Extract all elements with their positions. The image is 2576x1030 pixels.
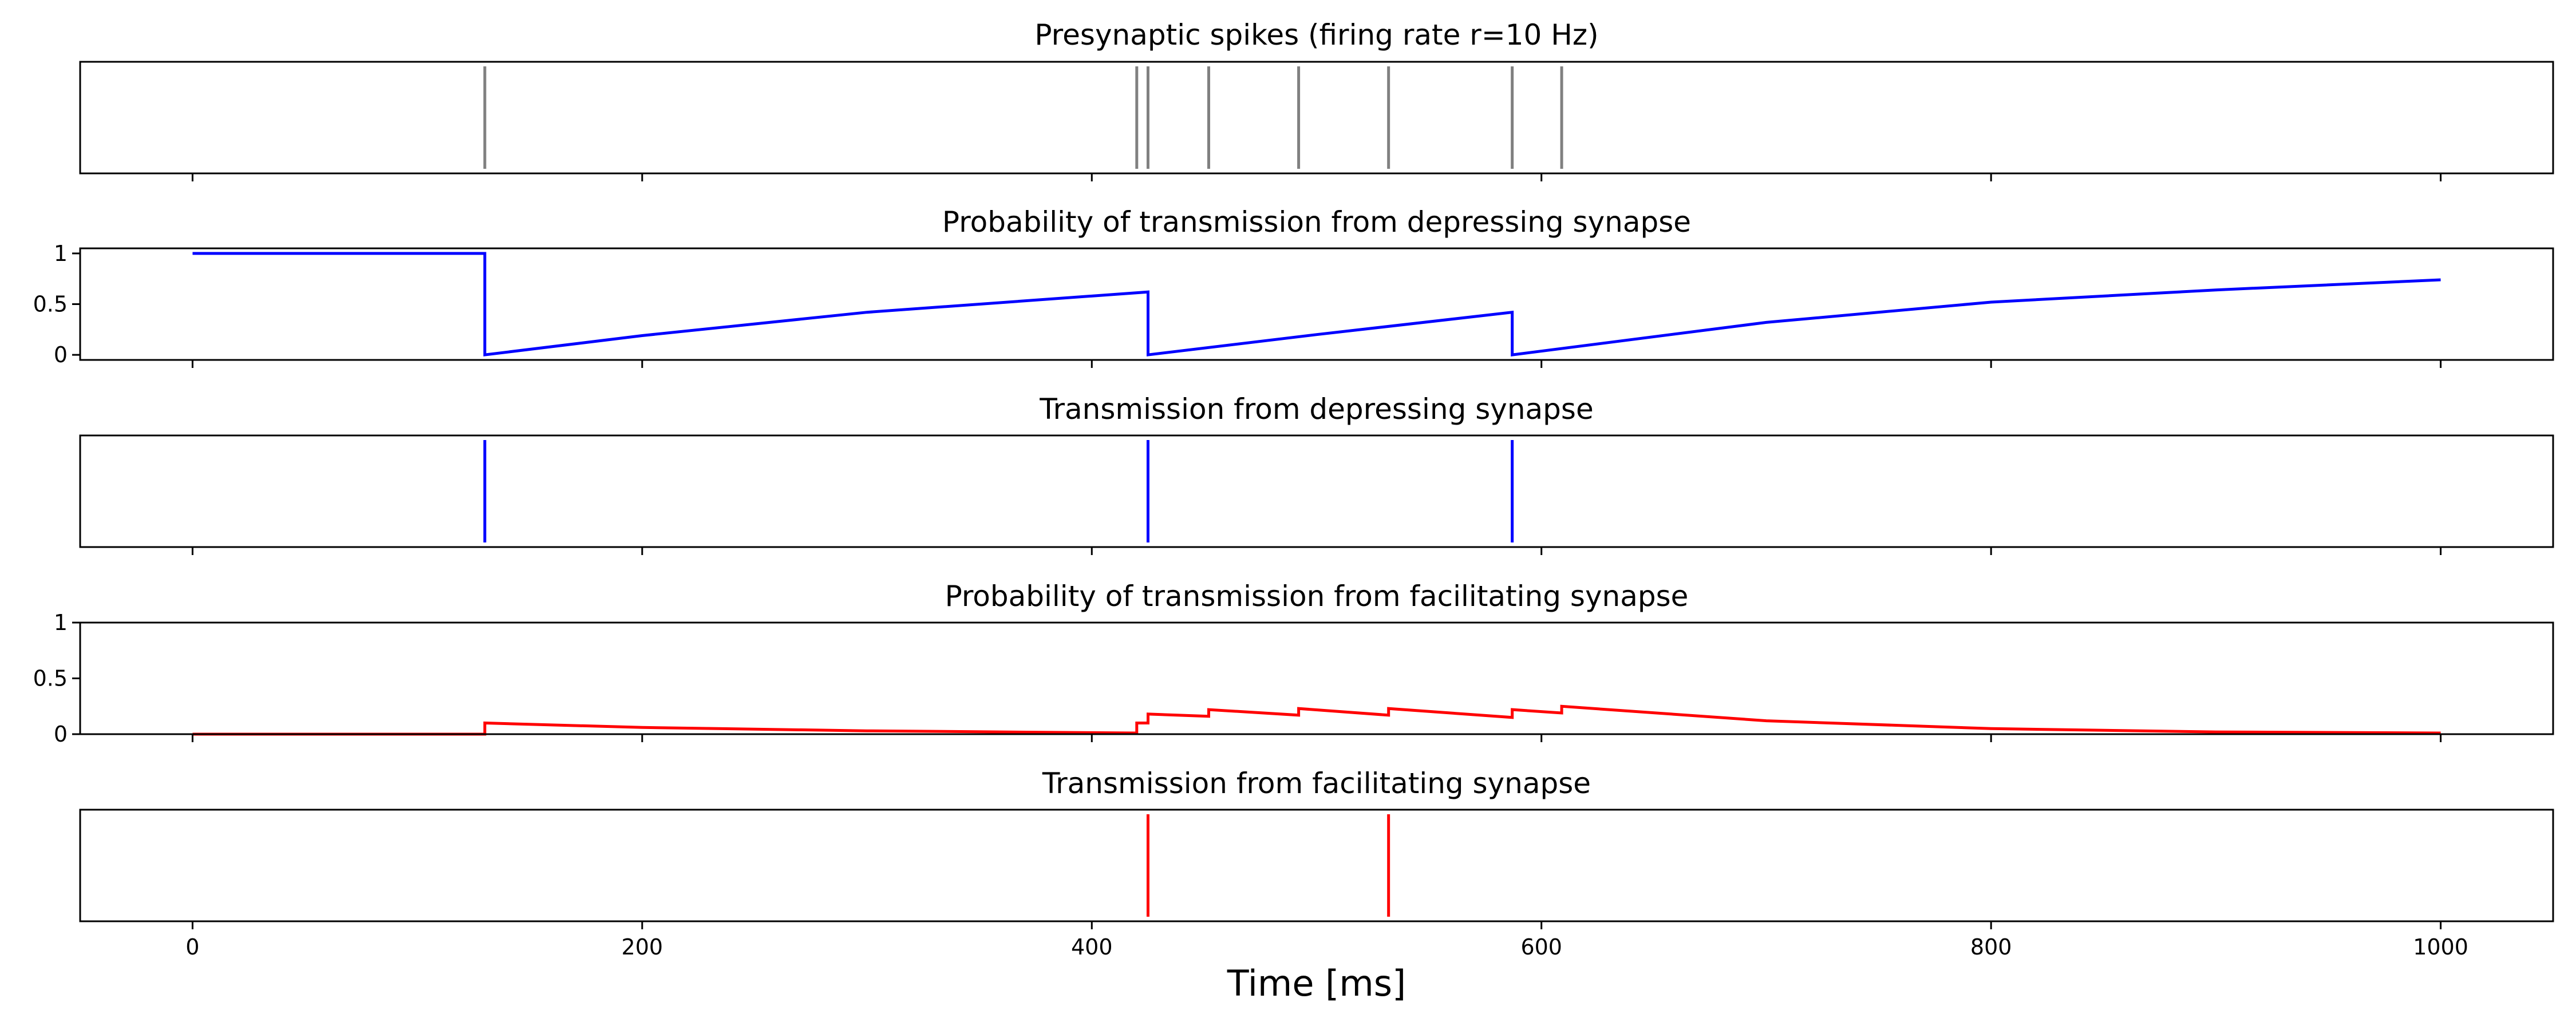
x-ticks (191, 360, 2442, 368)
x-tick-label: 0 (185, 934, 199, 960)
x-tick-labels: 0 200 400 600 800 1000 (185, 934, 2468, 960)
panel-depressing-transmission: Transmission from depressing synapse (79, 393, 2554, 555)
panel-title: Transmission from facilitating synapse (1042, 767, 1591, 800)
panel-title: Probability of transmission from facilit… (945, 580, 1689, 613)
panel-frame (79, 434, 2554, 548)
x-tick-label: 800 (1970, 934, 2012, 960)
y-tick-label: 0.5 (33, 292, 68, 317)
panel-frame (79, 809, 2554, 922)
x-ticks (191, 547, 2442, 555)
panel-facilitating-transmission: Transmission from facilitating synapse 0… (79, 767, 2554, 960)
x-tick-label: 200 (622, 934, 663, 960)
spike-marks (483, 66, 1563, 169)
y-tick-label: 0 (54, 722, 68, 747)
panel-title: Transmission from depressing synapse (1039, 393, 1593, 426)
panel-facilitating-probability: Probability of transmission from facilit… (33, 580, 2554, 747)
panel-title: Presynaptic spikes (firing rate r=10 Hz) (1034, 18, 1598, 52)
y-tick-label: 1 (54, 241, 68, 266)
transmission-marks (483, 440, 1514, 542)
x-tick-label: 600 (1520, 934, 1562, 960)
x-tick-label: 400 (1071, 934, 1113, 960)
y-tick-label: 0 (54, 342, 68, 367)
panel-depressing-probability: Probability of transmission from depress… (33, 205, 2554, 368)
x-tick-label: 1000 (2413, 934, 2468, 960)
x-ticks (191, 173, 2442, 181)
panel-title: Probability of transmission from depress… (942, 205, 1691, 239)
facilitating-probability-line (192, 704, 2441, 736)
x-ticks (191, 734, 2442, 742)
y-tick-label: 0.5 (33, 666, 68, 691)
x-ticks (191, 921, 2442, 929)
panel-frame (79, 61, 2554, 175)
y-tick-label: 1 (54, 610, 68, 635)
y-ticks: 00.51 (33, 610, 80, 747)
y-ticks: 00.51 (33, 241, 80, 367)
panel-presynaptic-spikes: Presynaptic spikes (firing rate r=10 Hz) (79, 18, 2554, 181)
x-axis-label: Time [ms] (1227, 962, 1406, 1004)
transmission-marks (1146, 814, 1390, 917)
depressing-probability-line (192, 252, 2441, 356)
